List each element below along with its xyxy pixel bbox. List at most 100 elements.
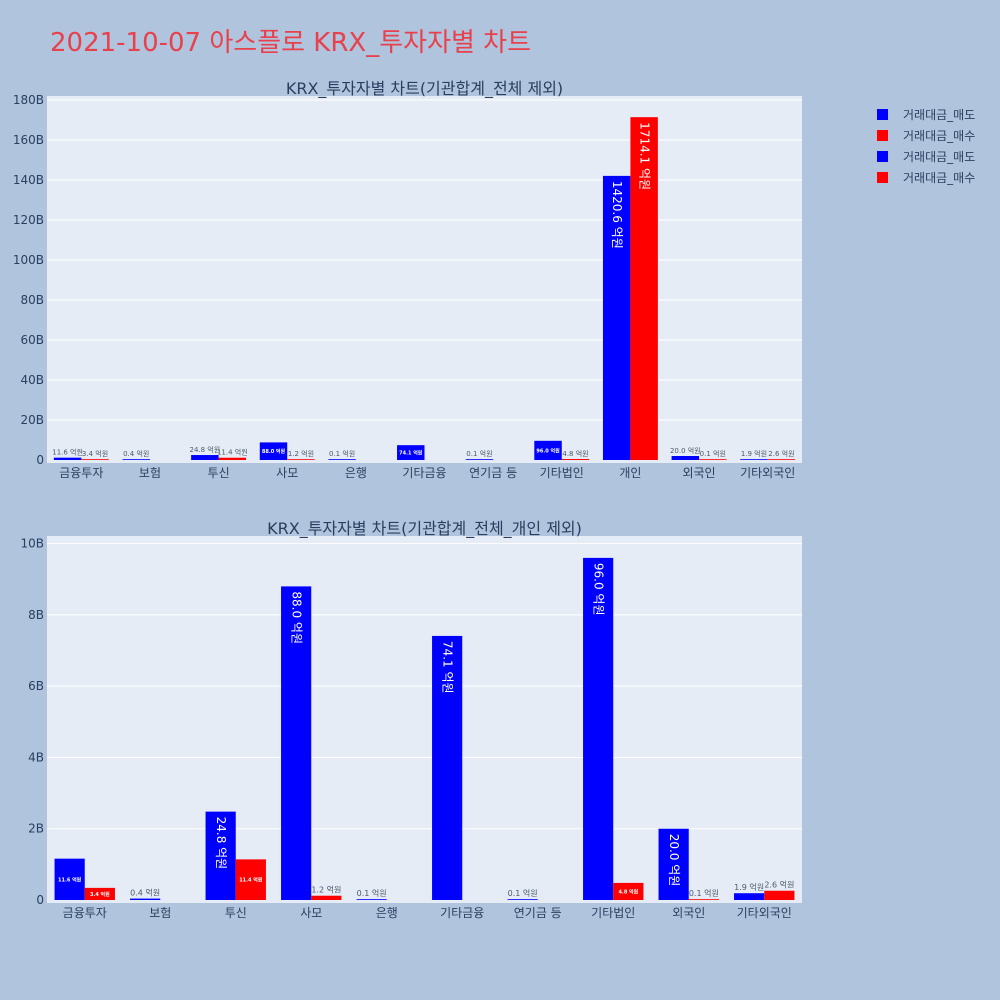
x-tick-label: 금융투자 [63, 906, 107, 920]
y-tick-label: 180B [13, 93, 44, 107]
data-label: 74.1 억원 [399, 450, 423, 457]
data-label: 0.1 억원 [357, 888, 387, 898]
data-label: 0.1 억원 [508, 888, 538, 898]
data-label: 1714.1 억원 [638, 122, 652, 190]
data-label: 4.8 억원 [562, 449, 588, 458]
legend-label[interactable]: 거래대금_매수 [903, 171, 975, 185]
data-label: 24.8 억원 [214, 817, 228, 870]
data-label: 11.6 억원 [52, 448, 83, 457]
y-tick-label: 40B [20, 373, 44, 387]
y-tick-label: 2B [28, 822, 44, 836]
data-label: 20.0 억원 [670, 446, 701, 455]
x-tick-label: 기타금융 [440, 906, 484, 920]
y-tick-label: 10B [20, 537, 44, 551]
bar [235, 859, 266, 900]
bar [281, 586, 312, 900]
chart-title: KRX_투자자별 차트(기관합계_전체 제외) [286, 79, 563, 99]
x-tick-label: 보험 [139, 466, 161, 480]
x-tick-label: 기타외국인 [737, 906, 792, 920]
bar [191, 455, 219, 460]
x-tick-label: 투신 [208, 466, 230, 480]
data-label: 1.2 억원 [311, 885, 341, 895]
data-label: 0.1 억원 [700, 449, 726, 458]
bar [218, 457, 247, 460]
data-label: 1420.6 억원 [610, 181, 624, 249]
bar [122, 459, 150, 460]
y-tick-label: 8B [28, 608, 44, 622]
page-title: 2021-10-07 아스플로 KRX_투자자별 차트 [50, 28, 532, 58]
y-tick-label: 160B [13, 133, 44, 147]
data-label: 0.1 억원 [466, 449, 492, 458]
x-tick-label: 금융투자 [59, 466, 103, 480]
y-tick-label: 100B [13, 253, 44, 267]
data-label: 96.0 억원 [592, 563, 606, 616]
data-label: 1.9 억원 [741, 449, 767, 458]
bar [259, 442, 288, 460]
bar [583, 557, 614, 900]
bar [767, 459, 796, 460]
y-tick-label: 0 [36, 893, 44, 907]
y-tick-label: 140B [13, 173, 44, 187]
bar [311, 895, 342, 900]
bar [734, 893, 765, 900]
bar [328, 459, 356, 460]
bar [534, 440, 562, 460]
data-label: 96.0 억원 [536, 447, 560, 454]
x-tick-label: 은행 [345, 465, 367, 480]
plot-area [47, 96, 802, 463]
bar [356, 899, 387, 900]
chart-2: 0 2B 4B 6B 8B 10B KRX_투자자별 차트(기관합계_전체_개인 제외) 금융… [20, 519, 802, 920]
legend-swatch[interactable] [877, 172, 888, 183]
x-tick-label: 기타외국인 [740, 466, 795, 480]
bar [561, 459, 590, 460]
data-label: 2.6 억원 [764, 880, 794, 890]
data-label: 0.1 억원 [329, 449, 355, 458]
data-label: 3.4 억원 [82, 449, 108, 458]
data-label: 0.4 억원 [123, 449, 149, 458]
x-tick-label: 은행 [376, 905, 398, 920]
y-tick-label: 4B [28, 750, 44, 764]
x-tick-label: 개인 [619, 466, 641, 480]
bar [613, 882, 644, 900]
legend-swatch[interactable] [877, 109, 888, 120]
y-tick-label: 120B [13, 213, 44, 227]
x-tick-label: 기타법인 [540, 466, 584, 480]
y-tick-label: 0 [36, 453, 44, 467]
bar [397, 445, 425, 460]
data-label: 24.8 억원 [190, 445, 221, 454]
data-label: 11.4 억원 [217, 448, 248, 457]
y-tick-label: 60B [20, 333, 44, 347]
bar [507, 899, 538, 900]
data-label: 2.6 억원 [768, 449, 794, 458]
bar [465, 459, 494, 460]
data-label: 11.6 억원 [58, 876, 82, 883]
bar [205, 811, 236, 900]
legend-swatch[interactable] [877, 130, 888, 141]
legend-label[interactable]: 거래대금_매도 [903, 150, 975, 164]
data-label: 88.0 억원 [290, 591, 304, 644]
legend-label[interactable]: 거래대금_매도 [903, 108, 975, 122]
bar [671, 456, 700, 460]
data-label: 1.2 억원 [288, 449, 314, 458]
bar [84, 887, 115, 900]
y-tick-label: 80B [20, 293, 44, 307]
x-tick-label: 연기금 등 [469, 466, 517, 480]
data-label: 88.0 억원 [262, 448, 286, 455]
data-label: 3.4 억원 [90, 891, 110, 898]
chart-1: 0 20B 40B 60B 80B 100B 120B 140B 160B 180B KRX_투자자… [13, 79, 802, 480]
bar [287, 459, 315, 460]
bar [740, 459, 768, 460]
x-tick-label: 기타금융 [402, 466, 446, 480]
x-tick-label: 기타법인 [591, 906, 635, 920]
legend-label[interactable]: 거래대금_매수 [903, 129, 975, 143]
chart-title: KRX_투자자별 차트(기관합계_전체_개인 제외) [267, 519, 582, 539]
legend-swatch[interactable] [877, 151, 888, 162]
x-tick-label: 연기금 등 [514, 906, 562, 920]
x-tick-label: 사모 [300, 906, 322, 920]
x-tick-label: 외국인 [672, 906, 705, 920]
bar [602, 175, 631, 460]
bar [130, 898, 161, 900]
x-tick-label: 외국인 [682, 466, 715, 480]
